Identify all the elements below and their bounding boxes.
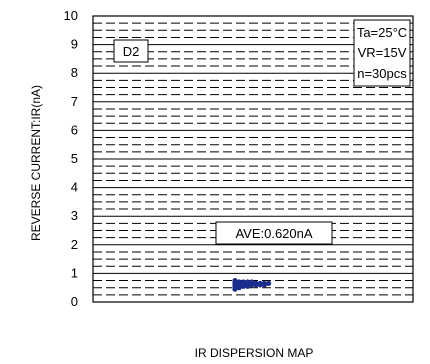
- y-tick-label: 0: [71, 294, 78, 309]
- y-tick-label: 3: [71, 208, 78, 223]
- y-tick-label: 4: [71, 180, 78, 195]
- y-tick-label: 9: [71, 37, 78, 52]
- sample-label-box: D2: [113, 39, 149, 63]
- sample-label: D2: [123, 44, 140, 59]
- y-axis-label: REVERSE CURRENT:IR(nA): [29, 85, 43, 241]
- y-tick-label: 8: [71, 65, 78, 80]
- y-tick-label: 2: [71, 237, 78, 252]
- data-point: [257, 280, 263, 287]
- plot-area: [92, 15, 414, 303]
- data-point: [261, 280, 267, 287]
- condition-voltage: VR=15V: [358, 45, 407, 60]
- data-point: [245, 279, 251, 285]
- y-axis-ticks: 0 1 2 3 4 5 6 7 8 9 10: [64, 8, 78, 309]
- data-point: [232, 277, 238, 284]
- y-tick-label: 7: [71, 94, 78, 109]
- data-point: [266, 280, 272, 287]
- average-label: AVE:0.620nA: [235, 226, 312, 241]
- x-axis-label: IR DISPERSION MAP: [195, 346, 314, 360]
- conditions-box: Ta=25°C VR=15V n=30pcs: [353, 19, 411, 87]
- data-point: [240, 279, 246, 285]
- data-point: [253, 280, 259, 287]
- average-label-box: AVE:0.620nA: [215, 221, 333, 245]
- data-point: [249, 279, 255, 285]
- condition-sample-count: n=30pcs: [357, 66, 407, 81]
- data-point: [236, 279, 242, 285]
- data-points: [232, 277, 272, 292]
- condition-temperature: Ta=25°C: [357, 25, 407, 40]
- y-tick-label: 1: [71, 265, 78, 280]
- y-tick-label: 5: [71, 151, 78, 166]
- y-tick-label: 10: [64, 8, 78, 23]
- y-tick-label: 6: [71, 122, 78, 137]
